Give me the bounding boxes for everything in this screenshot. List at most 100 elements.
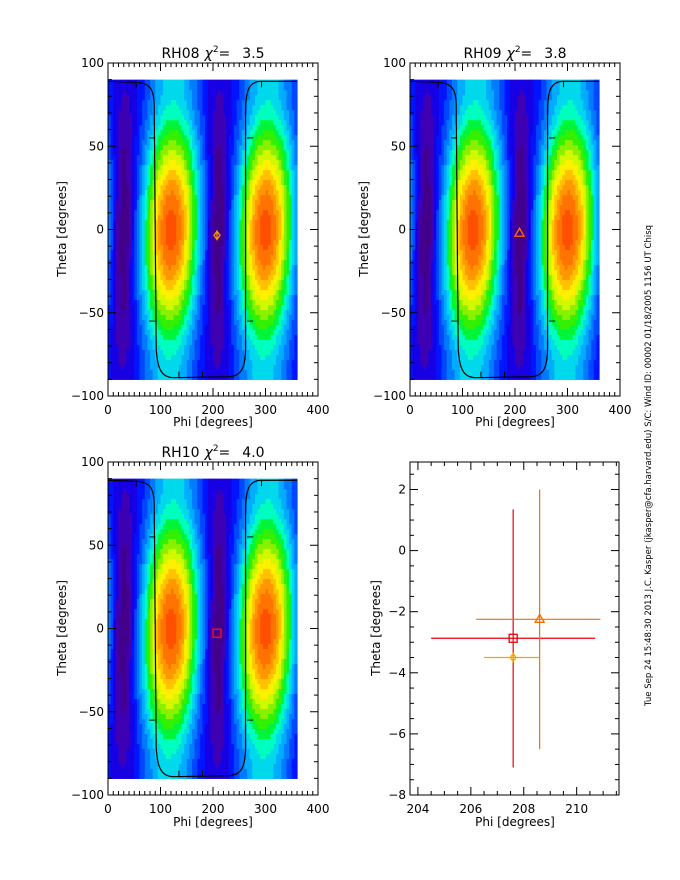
heatmap-cell: [205, 284, 209, 291]
heatmap-cell: [255, 339, 259, 345]
heatmap-cell: [207, 154, 211, 161]
heatmap-cell: [123, 304, 127, 311]
heatmap-cell: [286, 299, 290, 306]
heatmap-cell: [157, 234, 162, 241]
heatmap-cell: [276, 259, 280, 266]
heatmap-cell: [129, 284, 133, 291]
heatmap-cell: [142, 149, 146, 156]
heatmap-cell: [417, 239, 422, 246]
heatmap-cell: [115, 374, 120, 380]
heatmap-cell: [234, 119, 238, 126]
heatmap-cell: [241, 179, 246, 186]
heatmap-cell: [147, 229, 151, 236]
heatmap-cell: [150, 114, 154, 121]
heatmap-cell: [199, 194, 204, 201]
heatmap-cell: [121, 354, 125, 360]
heatmap-cell: [431, 259, 435, 266]
heatmap-cell: [289, 254, 293, 261]
heatmap-cell: [260, 349, 264, 355]
heatmap-cell: [134, 254, 138, 261]
heatmap-cell: [223, 189, 227, 196]
heatmap-cell: [194, 259, 198, 266]
heatmap-cell: [270, 319, 274, 326]
heatmap-cell: [118, 269, 122, 276]
heatmap-cell: [220, 94, 225, 101]
heatmap-cell: [163, 94, 167, 101]
heatmap-cell: [262, 84, 267, 91]
heatmap-cell: [173, 249, 177, 256]
heatmap-cell: [231, 334, 235, 340]
heatmap-cell: [205, 204, 209, 211]
heatmap-cell: [134, 249, 138, 256]
heatmap-cell: [241, 159, 246, 166]
heatmap-cell: [241, 199, 246, 206]
heatmap-cell: [113, 319, 117, 326]
heatmap-cell: [239, 94, 243, 101]
heatmap-cell: [276, 89, 280, 96]
heatmap-cell: [283, 254, 288, 261]
heatmap-cell: [108, 229, 112, 236]
heatmap-cell: [255, 354, 259, 360]
heatmap-cell: [415, 284, 419, 291]
heatmap-cell: [186, 149, 190, 156]
heatmap-cell: [136, 214, 141, 221]
heatmap-cell: [165, 264, 169, 271]
heatmap-cell: [155, 249, 159, 256]
heatmap-cell: [278, 84, 282, 91]
heatmap-cell: [286, 279, 290, 286]
heatmap-cell: [262, 314, 267, 321]
heatmap-cell: [121, 184, 125, 191]
heatmap-cell: [181, 234, 185, 241]
heatmap-cell: [260, 179, 264, 186]
heatmap-cell: [260, 149, 264, 156]
heatmap-cell: [234, 184, 238, 191]
heatmap-cell: [152, 274, 156, 281]
heatmap-cell: [220, 259, 225, 266]
heatmap-cell: [423, 374, 427, 380]
heatmap-cell: [244, 354, 248, 360]
heatmap-cell: [115, 299, 120, 306]
heatmap-cell: [247, 139, 251, 146]
heatmap-cell: [121, 224, 125, 231]
heatmap-cell: [239, 279, 243, 286]
heatmap-cell: [415, 204, 419, 211]
heatmap-cell: [210, 289, 214, 296]
heatmap-cell: [155, 114, 159, 121]
heatmap-cell: [197, 289, 201, 296]
heatmap-cell: [163, 204, 167, 211]
heatmap-cell: [176, 359, 180, 365]
heatmap-cell: [139, 304, 143, 311]
heatmap-cell: [157, 184, 162, 191]
heatmap-cell: [283, 214, 288, 221]
heatmap-cell: [410, 119, 414, 126]
heatmap-cell: [123, 149, 127, 156]
heatmap-cell: [265, 339, 269, 345]
heatmap-cell: [118, 129, 122, 136]
heatmap-cell: [278, 284, 282, 291]
heatmap-cell: [247, 259, 251, 266]
heatmap-cell: [155, 154, 159, 161]
heatmap-cell: [410, 79, 414, 86]
heatmap-cell: [231, 184, 235, 191]
heatmap-cell: [276, 139, 280, 146]
heatmap-cell: [262, 259, 267, 266]
heatmap-cell: [173, 254, 177, 261]
heatmap-cell: [144, 264, 148, 271]
heatmap-cell: [265, 259, 269, 266]
heatmap-cell: [236, 369, 240, 375]
heatmap-cell: [126, 254, 130, 261]
heatmap-cell: [113, 79, 117, 86]
heatmap-cell: [215, 89, 219, 96]
heatmap-cell: [181, 99, 185, 106]
heatmap-cell: [178, 79, 183, 86]
heatmap-cell: [241, 189, 246, 196]
heatmap-cell: [291, 159, 295, 166]
heatmap-cell: [239, 169, 243, 176]
heatmap-cell: [181, 174, 185, 181]
heatmap-cell: [247, 339, 251, 345]
heatmap-cell: [228, 334, 232, 340]
heatmap-cell: [226, 239, 230, 246]
heatmap-cell: [220, 339, 225, 345]
heatmap-cell: [142, 144, 146, 151]
heatmap-cell: [136, 189, 141, 196]
